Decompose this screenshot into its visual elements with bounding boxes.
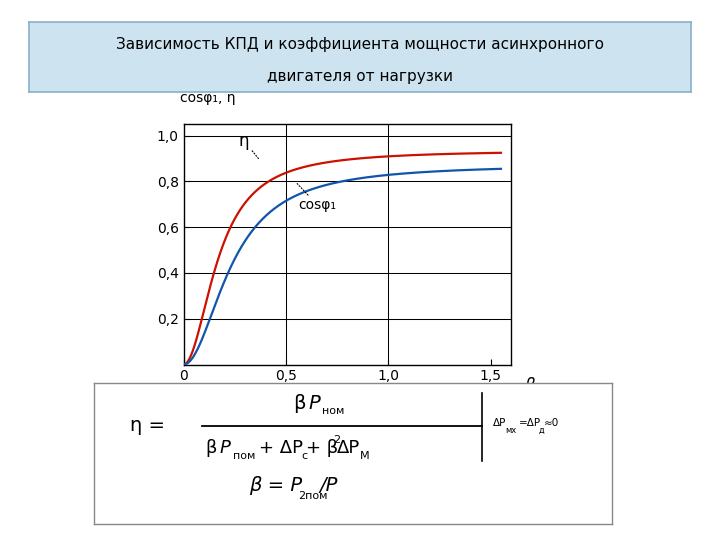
Text: с: с: [301, 451, 307, 461]
Text: 2: 2: [333, 435, 341, 444]
Text: β: β: [524, 376, 535, 395]
Text: 2пом: 2пом: [298, 491, 328, 501]
Text: Зависимость КПД и коэффициента мощности асинхронного: Зависимость КПД и коэффициента мощности …: [116, 37, 604, 51]
Text: ≈0: ≈0: [544, 418, 559, 428]
Text: η =: η =: [130, 416, 165, 435]
Text: β: β: [293, 394, 306, 413]
Text: β: β: [205, 439, 217, 457]
Text: P: P: [309, 394, 320, 413]
Text: ΔP: ΔP: [492, 418, 506, 428]
Text: пом: пом: [233, 451, 255, 461]
Text: ном: ном: [322, 407, 344, 416]
Text: двигателя от нагрузки: двигателя от нагрузки: [267, 69, 453, 84]
Text: cosφ₁: cosφ₁: [296, 183, 336, 212]
Text: д: д: [539, 426, 544, 435]
Text: /P: /P: [319, 476, 338, 495]
Text: η: η: [239, 132, 259, 160]
Text: P: P: [220, 439, 230, 457]
Text: + β: + β: [306, 439, 338, 457]
Text: β = P: β = P: [249, 476, 302, 495]
Text: М: М: [359, 451, 369, 461]
Text: + ΔP: + ΔP: [259, 439, 304, 457]
Text: ΔP: ΔP: [337, 439, 361, 457]
Text: мх: мх: [505, 426, 517, 435]
Text: cosφ₁, η: cosφ₁, η: [180, 91, 236, 105]
Text: =ΔP: =ΔP: [518, 418, 541, 428]
